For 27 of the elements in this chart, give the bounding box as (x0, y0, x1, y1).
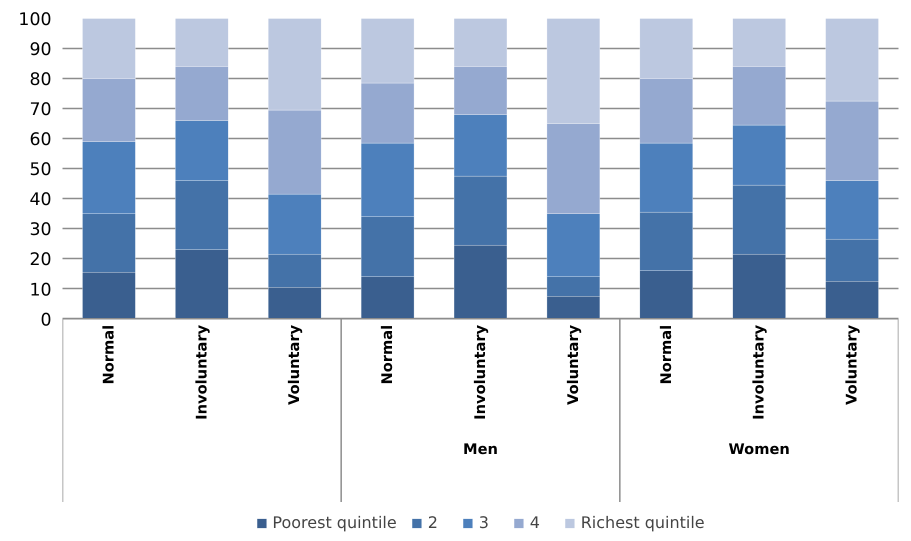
legend-label: 2 (428, 513, 439, 532)
legend-label: Richest quintile (580, 513, 705, 532)
x-tick-label: Involuntary (193, 324, 210, 420)
legend-label: Poorest quintile (272, 513, 397, 532)
x-tick-label: Involuntary (750, 324, 768, 420)
y-tick-label: 30 (29, 220, 52, 240)
legend-label: 3 (478, 513, 490, 532)
x-tick-label: Involuntary (472, 324, 489, 420)
y-tick-label: 60 (29, 130, 52, 150)
y-tick-label: 80 (29, 70, 52, 90)
text: Men (463, 440, 498, 458)
y-tick-label: 20 (29, 250, 52, 270)
text: Women (728, 440, 790, 458)
x-tick-label: Normal (379, 324, 396, 385)
y-tick-label: 100 (18, 10, 52, 30)
y-tick-label: 10 (29, 280, 52, 300)
y-tick-label: 40 (29, 190, 52, 210)
x-tick-label: Voluntary (286, 324, 304, 405)
x-tick-label: Normal (658, 324, 675, 385)
x-tick-label: Voluntary (844, 324, 861, 405)
legend-label: 4 (530, 513, 541, 532)
x-tick-label: Voluntary (564, 324, 582, 405)
y-tick-label: 70 (29, 100, 52, 120)
y-tick-label: 0 (40, 310, 52, 330)
y-tick-label: 50 (29, 160, 52, 180)
x-tick-label: Normal (100, 324, 118, 385)
y-tick-label: 90 (29, 40, 52, 60)
